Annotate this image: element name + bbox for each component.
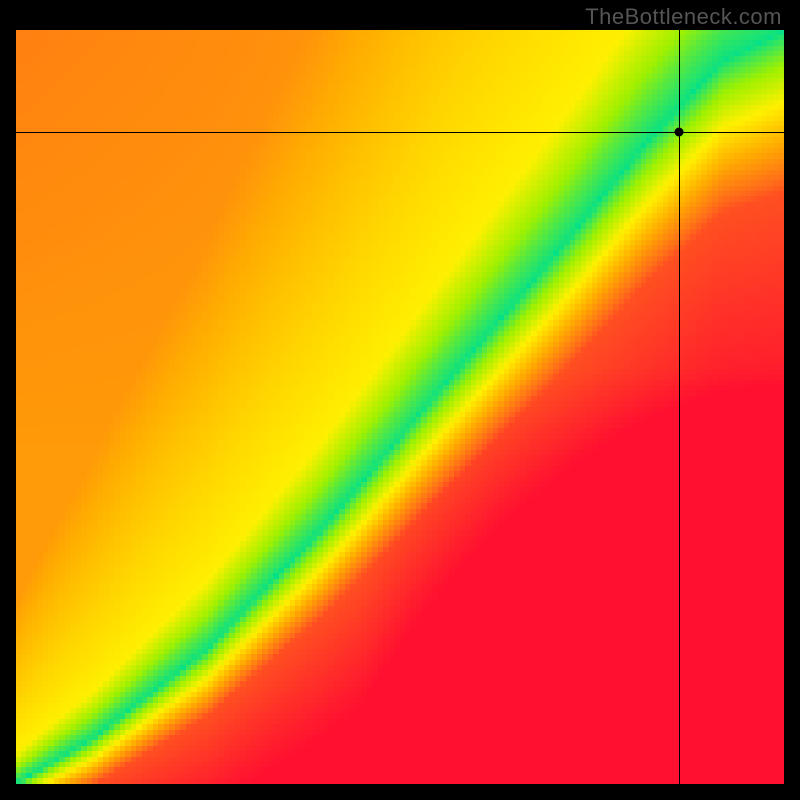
watermark-text: TheBottleneck.com (585, 4, 782, 30)
heatmap-canvas (16, 30, 784, 784)
plot-area (16, 30, 784, 784)
chart-container: TheBottleneck.com (0, 0, 800, 800)
